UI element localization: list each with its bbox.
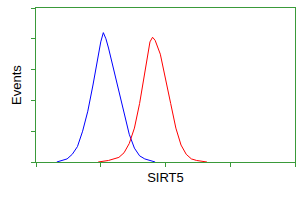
svg-text:SIRT5: SIRT5 xyxy=(147,170,184,185)
svg-text:Events: Events xyxy=(9,65,24,105)
